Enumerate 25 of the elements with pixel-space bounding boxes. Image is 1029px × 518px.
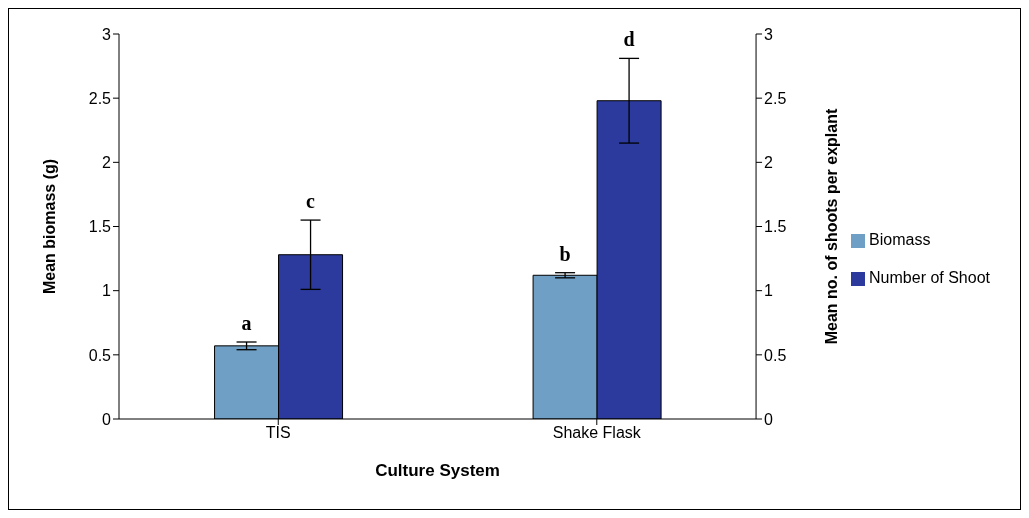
y2-tick-label: 2.5 [764, 89, 787, 107]
y-tick-label: 2.5 [88, 89, 112, 107]
x-tick-label: TIS [265, 424, 291, 442]
y-tick-label: 1 [102, 282, 112, 300]
data-label: b [559, 242, 571, 265]
data-label: c [306, 190, 316, 213]
y2-axis-title: Mean no. of shoots per explant [822, 108, 840, 345]
x-tick-label: Shake Flask [552, 424, 642, 442]
y2-tick-label: 1.5 [764, 218, 787, 236]
y-tick-label: 0.5 [88, 346, 112, 364]
data-label: d [623, 28, 635, 51]
y-tick-label: 2 [102, 154, 112, 172]
data-label: a [241, 312, 252, 334]
y2-tick-label: 0 [764, 410, 774, 428]
y2-tick-label: 3 [764, 25, 774, 43]
y-tick-label: 0 [102, 410, 112, 428]
y2-tick-label: 2 [764, 154, 774, 172]
x-axis-title: Culture System [375, 461, 500, 481]
y2-tick-label: 0.5 [764, 346, 787, 364]
legend-label: Number of Shoot [869, 269, 990, 286]
y-tick-label: 1.5 [88, 218, 112, 236]
y2-tick-label: 1 [764, 282, 774, 300]
y-tick-label: 3 [102, 25, 112, 43]
legend-label: Biomass [869, 231, 931, 248]
y-axis-title: Mean biomass (g) [40, 158, 58, 295]
